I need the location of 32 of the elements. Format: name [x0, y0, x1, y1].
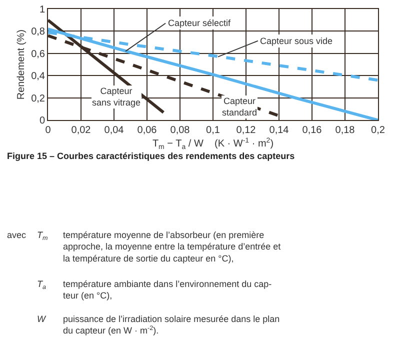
text: − T$_{a}$ / W (K · W$^{-1}$ · m$^{2}$) [167, 138, 274, 151]
y-axis-title: Rendement (%) [16, 30, 28, 100]
text: température moyenne de l’absorbeur (en première approche, la moyenne entre la température d’entrée et la température de sortie du capteur en °C), [63, 230, 282, 264]
line-series [48, 28, 378, 120]
text: température ambiante dans l’environnement du cap- teur (en °C), [63, 279, 272, 301]
text: T$_{m}$ [37, 230, 48, 242]
x-tick-label: 0,12 [236, 125, 256, 136]
text: puissance de l’irradiation solaire mesurée dans le plan du capteur (en W · m$^{-2}$). [63, 314, 280, 336]
x-tick-label: 0,16 [302, 125, 322, 136]
caption: Figure 15 – Courbes caractéristiques des rendements des capteurs [7, 151, 295, 161]
text: T$_{a}$ [37, 279, 46, 291]
y-tick-label: 0,2 [31, 93, 46, 104]
x-tick-label: 0,08 [170, 125, 190, 136]
annotation: Capteur sous vide [260, 36, 333, 46]
text: avec [7, 230, 27, 240]
x-tick-label: 0,14 [269, 125, 290, 136]
text: W [37, 314, 47, 324]
text: T$_{m}$ [152, 138, 165, 151]
y-tick-label: 0,6 [31, 48, 46, 60]
y-tick-label: 0 [39, 116, 46, 127]
x-tick-label: 0,18 [335, 125, 356, 136]
y-tick-label: 0,4 [31, 71, 46, 82]
x-tick-label: 0,1 [206, 125, 220, 136]
annotation: Capteur sélectif [168, 18, 232, 28]
x-tick-label: 0,04 [104, 125, 124, 136]
y-tick-label: 1 [39, 4, 46, 16]
x-tick-label: 0,2 [371, 125, 386, 136]
x-tick-label: 0,06 [137, 125, 158, 136]
annotation: Capteur standard [222, 96, 258, 118]
x-tick-label: 0,02 [71, 125, 92, 136]
y-tick-label: 0,8 [31, 26, 46, 38]
annotation: Capteur sans vitrage [92, 86, 141, 108]
